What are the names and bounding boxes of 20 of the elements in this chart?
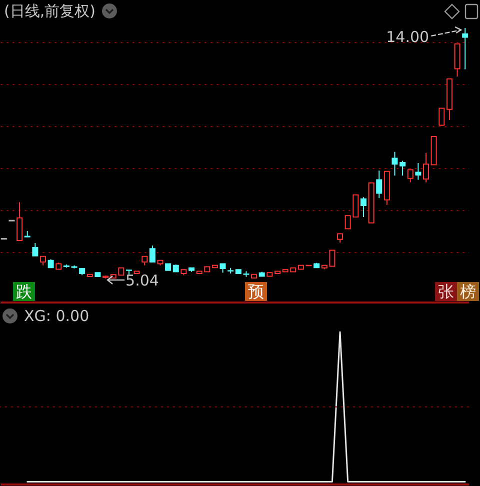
- candlestick: [360, 196, 366, 218]
- annotation: 张: [435, 282, 457, 301]
- candlestick: [407, 169, 414, 183]
- candlestick: [392, 151, 398, 176]
- chart-title: XG: 0.00: [24, 307, 90, 325]
- annotation: 跌: [13, 282, 35, 301]
- candlestick: [400, 160, 406, 176]
- candlestick: [376, 170, 382, 198]
- candlestick: [423, 152, 430, 183]
- candlestick: [438, 108, 445, 126]
- annotation: 榜: [457, 282, 479, 301]
- candlestick: [415, 162, 422, 180]
- annotation: 预: [245, 282, 267, 301]
- annotation: 14.00: [386, 28, 430, 46]
- candlestick: [32, 242, 38, 256]
- candlestick: [16, 202, 23, 241]
- annotation: 5.04: [126, 272, 159, 290]
- chart-title: (日线,前复权): [4, 2, 96, 20]
- candlestick: [462, 27, 468, 70]
- candlestick: [149, 245, 156, 263]
